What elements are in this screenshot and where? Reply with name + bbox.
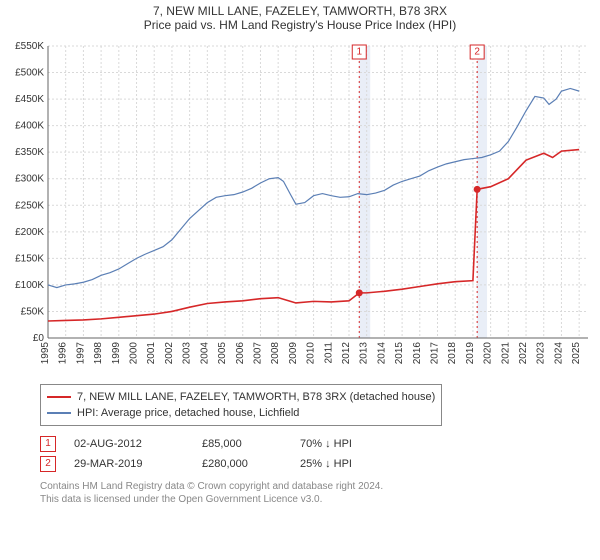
svg-text:£150K: £150K bbox=[15, 253, 44, 264]
event-delta: 70% ↓ HPI bbox=[300, 434, 352, 454]
svg-text:2: 2 bbox=[474, 47, 480, 58]
svg-text:2002: 2002 bbox=[164, 342, 175, 365]
svg-text:2007: 2007 bbox=[252, 342, 263, 365]
svg-text:1: 1 bbox=[356, 47, 362, 58]
svg-text:1995: 1995 bbox=[40, 342, 51, 365]
event-price: £280,000 bbox=[202, 454, 282, 474]
legend: 7, NEW MILL LANE, FAZELEY, TAMWORTH, B78… bbox=[40, 384, 442, 426]
svg-text:2024: 2024 bbox=[553, 342, 564, 365]
page-title-sub: Price paid vs. HM Land Registry's House … bbox=[0, 18, 600, 32]
svg-text:2022: 2022 bbox=[518, 342, 529, 365]
sale-event-row: 1 02-AUG-2012 £85,000 70% ↓ HPI bbox=[40, 434, 592, 454]
svg-text:2016: 2016 bbox=[412, 342, 423, 365]
svg-text:2013: 2013 bbox=[359, 342, 370, 365]
svg-text:£500K: £500K bbox=[15, 68, 44, 79]
svg-text:2023: 2023 bbox=[536, 342, 547, 365]
event-delta: 25% ↓ HPI bbox=[300, 454, 352, 474]
page-title-address: 7, NEW MILL LANE, FAZELEY, TAMWORTH, B78… bbox=[0, 4, 600, 18]
event-number: 1 bbox=[40, 436, 56, 452]
svg-text:2017: 2017 bbox=[430, 342, 441, 365]
svg-text:£200K: £200K bbox=[15, 227, 44, 238]
svg-text:2003: 2003 bbox=[182, 342, 193, 365]
svg-text:£350K: £350K bbox=[15, 147, 44, 158]
svg-text:£50K: £50K bbox=[21, 306, 45, 317]
svg-text:£300K: £300K bbox=[15, 174, 44, 185]
legend-swatch bbox=[47, 412, 71, 414]
svg-text:2006: 2006 bbox=[235, 342, 246, 365]
legend-label: 7, NEW MILL LANE, FAZELEY, TAMWORTH, B78… bbox=[77, 389, 435, 405]
svg-text:2008: 2008 bbox=[270, 342, 281, 365]
event-number: 2 bbox=[40, 456, 56, 472]
legend-item: HPI: Average price, detached house, Lich… bbox=[47, 405, 435, 421]
svg-text:2004: 2004 bbox=[199, 342, 210, 365]
svg-text:1998: 1998 bbox=[93, 342, 104, 365]
svg-text:2025: 2025 bbox=[571, 342, 582, 365]
svg-text:£550K: £550K bbox=[15, 41, 44, 52]
svg-text:2010: 2010 bbox=[306, 342, 317, 365]
svg-text:£400K: £400K bbox=[15, 121, 44, 132]
legend-item: 7, NEW MILL LANE, FAZELEY, TAMWORTH, B78… bbox=[47, 389, 435, 405]
svg-text:2009: 2009 bbox=[288, 342, 299, 365]
sale-events: 1 02-AUG-2012 £85,000 70% ↓ HPI 2 29-MAR-2019… bbox=[40, 434, 592, 474]
sale-event-row: 2 29-MAR-2019 £280,000 25% ↓ HPI bbox=[40, 454, 592, 474]
svg-text:2011: 2011 bbox=[323, 342, 334, 364]
svg-text:2019: 2019 bbox=[465, 342, 476, 365]
svg-text:£100K: £100K bbox=[15, 280, 44, 291]
svg-text:£450K: £450K bbox=[15, 94, 44, 105]
svg-text:1997: 1997 bbox=[75, 342, 86, 365]
svg-text:2005: 2005 bbox=[217, 342, 228, 365]
svg-text:£250K: £250K bbox=[15, 200, 44, 211]
svg-text:2012: 2012 bbox=[341, 342, 352, 365]
svg-text:2000: 2000 bbox=[129, 342, 140, 365]
footer-line-1: Contains HM Land Registry data © Crown c… bbox=[40, 480, 592, 493]
footer-line-2: This data is licensed under the Open Gov… bbox=[40, 493, 592, 506]
price-chart: 12£0£50K£100K£150K£200K£250K£300K£350K£4… bbox=[8, 38, 592, 378]
legend-label: HPI: Average price, detached house, Lich… bbox=[77, 405, 299, 421]
svg-text:2015: 2015 bbox=[394, 342, 405, 365]
event-price: £85,000 bbox=[202, 434, 282, 454]
svg-text:2014: 2014 bbox=[376, 342, 387, 365]
svg-text:2021: 2021 bbox=[500, 342, 511, 365]
svg-text:1996: 1996 bbox=[58, 342, 69, 365]
svg-text:2020: 2020 bbox=[483, 342, 494, 365]
svg-text:2018: 2018 bbox=[447, 342, 458, 365]
svg-text:2001: 2001 bbox=[146, 342, 157, 365]
legend-swatch bbox=[47, 396, 71, 398]
event-date: 02-AUG-2012 bbox=[74, 434, 184, 454]
event-date: 29-MAR-2019 bbox=[74, 454, 184, 474]
svg-text:1999: 1999 bbox=[111, 342, 122, 365]
